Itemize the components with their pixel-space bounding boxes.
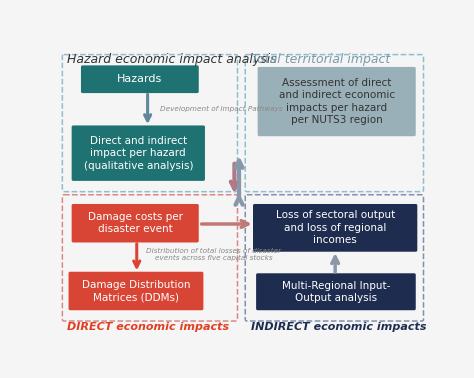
FancyBboxPatch shape [72, 125, 205, 181]
Text: Damage Distribution
Matrices (DDMs): Damage Distribution Matrices (DDMs) [82, 280, 190, 302]
FancyBboxPatch shape [69, 272, 203, 310]
Text: INDIRECT economic impacts: INDIRECT economic impacts [251, 322, 427, 332]
Text: Loss of sectoral output
and loss of regional
incomes: Loss of sectoral output and loss of regi… [275, 211, 395, 245]
Text: Distribution of total losses of disaster
events across five capital stocks: Distribution of total losses of disaster… [146, 248, 281, 261]
Text: DIRECT economic impacts: DIRECT economic impacts [67, 322, 229, 332]
Text: Development of Impact Pathways: Development of Impact Pathways [160, 105, 283, 112]
FancyBboxPatch shape [72, 204, 199, 242]
Text: Damage costs per
disaster event: Damage costs per disaster event [88, 212, 182, 234]
FancyBboxPatch shape [256, 273, 416, 310]
FancyBboxPatch shape [253, 204, 417, 252]
FancyBboxPatch shape [258, 67, 416, 136]
Text: Assessment of direct
and indirect economic
impacts per hazard
per NUTS3 region: Assessment of direct and indirect econom… [279, 78, 395, 125]
Text: Hazards: Hazards [117, 74, 163, 84]
Text: Hazard economic impact analysis: Hazard economic impact analysis [67, 53, 277, 66]
FancyBboxPatch shape [81, 65, 199, 93]
Text: Direct and indirect
impact per hazard
(qualitative analysis): Direct and indirect impact per hazard (q… [83, 136, 193, 170]
Text: Total territorial impact: Total territorial impact [251, 53, 391, 66]
Text: Multi-Regional Input-
Output analysis: Multi-Regional Input- Output analysis [282, 280, 390, 303]
